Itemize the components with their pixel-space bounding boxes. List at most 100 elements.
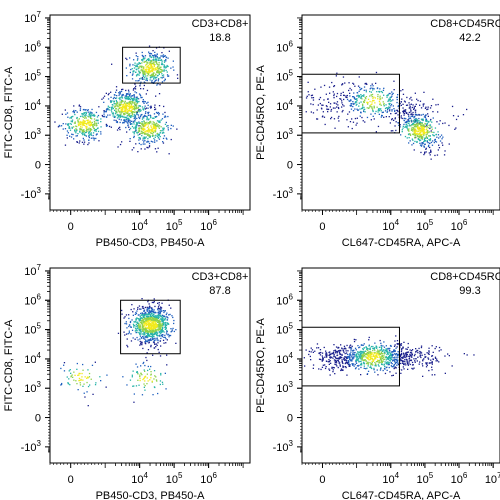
event-dot [393, 360, 396, 362]
event-dot [167, 127, 169, 129]
event-dot [406, 104, 409, 106]
event-dot [343, 105, 345, 107]
event-dot [143, 318, 145, 320]
event-dot [337, 106, 340, 109]
event-dot [137, 131, 140, 133]
event-dot [381, 358, 384, 360]
gate-rectangle[interactable] [120, 299, 181, 355]
event-dot [414, 137, 416, 139]
event-dot [393, 80, 395, 82]
event-dot [322, 115, 324, 117]
event-dot [64, 144, 67, 146]
event-dot [405, 104, 408, 106]
event-dot [389, 360, 392, 362]
event-dot [359, 360, 361, 363]
event-dot [143, 319, 145, 321]
event-dot [147, 333, 149, 335]
event-dot [408, 360, 410, 362]
event-dot [69, 135, 71, 137]
event-dot [335, 75, 337, 77]
event-dot [97, 127, 99, 129]
event-dot [84, 114, 86, 116]
event-dot [414, 123, 416, 126]
event-dot [149, 131, 152, 134]
event-dot [158, 105, 161, 107]
event-dot [420, 356, 422, 359]
event-dot [157, 328, 159, 330]
event-dot [88, 122, 91, 124]
event-dot [132, 106, 134, 108]
event-dot [149, 368, 151, 370]
event-dot [353, 103, 355, 105]
event-dot [151, 132, 153, 134]
event-dot [410, 109, 412, 112]
event-dot [369, 366, 371, 368]
event-dot [144, 376, 146, 378]
event-dot [167, 65, 169, 68]
event-dot [354, 101, 357, 103]
event-dot [146, 146, 148, 149]
event-dot [121, 88, 123, 91]
event-dot [89, 133, 91, 135]
event-dot [438, 137, 440, 139]
event-dot [377, 109, 379, 111]
event-dot [161, 320, 163, 323]
event-dot [410, 111, 412, 113]
event-dot [135, 96, 137, 98]
event-dot [307, 81, 309, 83]
event-dot [165, 316, 167, 318]
gate-rectangle[interactable] [301, 73, 400, 134]
event-dot [146, 66, 149, 68]
event-dot [385, 104, 387, 106]
event-dot [413, 122, 415, 125]
event-dot [136, 321, 138, 323]
event-dot [325, 105, 328, 107]
event-dot [158, 324, 160, 326]
event-dot [81, 123, 84, 125]
event-dot [79, 131, 81, 133]
event-dot [132, 89, 135, 91]
event-dot [125, 112, 127, 114]
event-dot [390, 96, 392, 98]
event-dot [128, 108, 130, 110]
gate-rectangle[interactable] [122, 46, 181, 84]
event-dot [140, 69, 142, 71]
event-dot [381, 363, 383, 365]
event-dot [143, 102, 145, 104]
event-dot [416, 98, 418, 100]
event-dot [368, 351, 370, 353]
event-dot [341, 111, 343, 113]
event-dot [342, 109, 344, 112]
event-dot [147, 318, 149, 320]
event-dot [127, 96, 129, 98]
event-dot [414, 131, 416, 133]
event-dot [147, 64, 149, 67]
event-dot [163, 55, 166, 57]
event-dot [144, 338, 146, 340]
event-dot [396, 361, 398, 363]
event-dot [416, 120, 418, 122]
event-dot [365, 360, 367, 362]
event-dot [138, 305, 141, 307]
event-dot [141, 122, 144, 124]
event-dot [361, 87, 363, 90]
event-dot [349, 347, 352, 349]
event-dot [413, 367, 415, 369]
event-dot [150, 125, 152, 127]
event-dot [431, 131, 433, 133]
event-dot [134, 64, 136, 66]
event-dot [342, 366, 344, 369]
event-dot [104, 110, 106, 112]
event-dot [350, 89, 353, 91]
event-dot [434, 140, 437, 142]
event-dot [151, 328, 153, 330]
event-dot [95, 123, 98, 125]
event-dot [422, 103, 424, 105]
event-dot [424, 107, 427, 109]
event-dot [428, 350, 430, 352]
event-dot [153, 324, 155, 326]
y-tick-label: 104 [24, 98, 41, 113]
event-dot [380, 342, 382, 344]
event-dot [395, 112, 398, 114]
event-dot [155, 323, 157, 325]
